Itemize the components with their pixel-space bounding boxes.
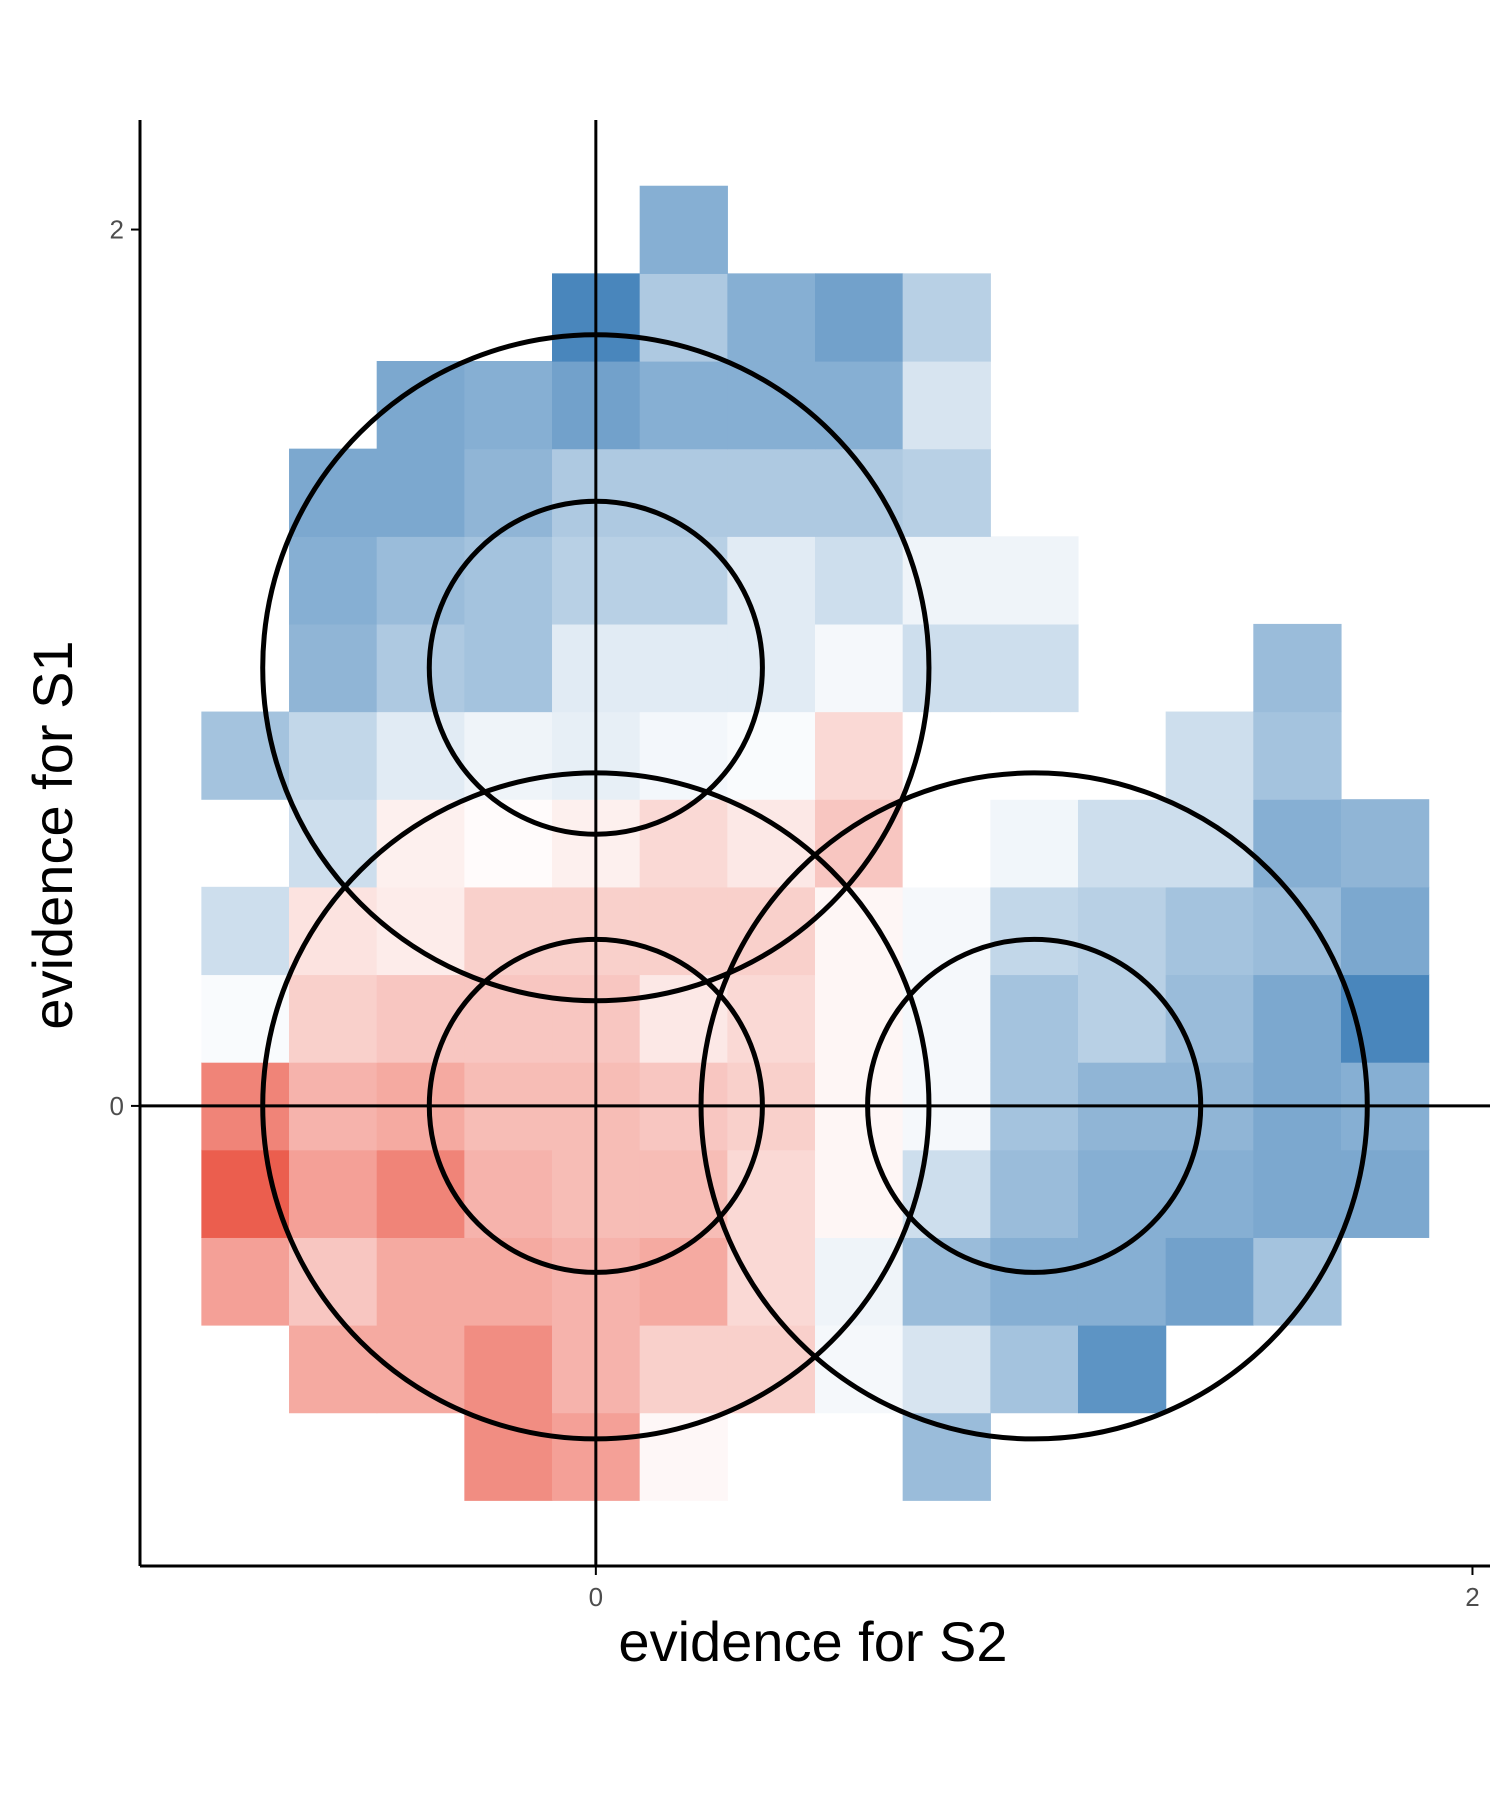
heatmap-cell	[990, 799, 1079, 888]
heatmap-cell	[1077, 1237, 1167, 1326]
heatmap-cell	[815, 536, 904, 625]
heatmap-cell	[464, 448, 553, 537]
heatmap-cell	[902, 799, 991, 888]
heatmap-cell	[289, 1325, 378, 1414]
heatmap-cell	[289, 1149, 378, 1238]
heatmap-cell	[376, 448, 465, 537]
heatmap-cell	[1340, 799, 1430, 888]
heatmap-cells	[201, 185, 1430, 1501]
heatmap-cell	[376, 623, 465, 713]
heatmap-cell	[289, 974, 378, 1063]
heatmap-cell	[464, 1325, 553, 1414]
heatmap-cell	[1165, 1237, 1254, 1326]
heatmap-cell	[815, 623, 904, 713]
heatmap-cell	[990, 536, 1079, 625]
heatmap-cell	[1165, 711, 1254, 800]
heatmap-cell	[1165, 886, 1254, 976]
heatmap-cell	[902, 623, 991, 713]
heatmap-cell	[464, 623, 553, 713]
heatmap-cell	[902, 886, 991, 976]
heatmap-cell	[1253, 799, 1342, 888]
heatmap-cell	[815, 711, 904, 800]
heatmap-cell	[639, 886, 728, 976]
heatmap-cell	[464, 1237, 553, 1326]
heatmap-cell	[376, 974, 465, 1063]
heatmap-cell	[990, 711, 1079, 800]
heatmap-cell	[1077, 1325, 1167, 1414]
heatmap-cell	[639, 1325, 728, 1414]
heatmap-cell	[289, 623, 378, 713]
heatmap-cell	[902, 1237, 991, 1326]
heatmap-cell	[727, 448, 816, 537]
heatmap-cell	[1340, 886, 1430, 976]
heatmap-cell	[464, 886, 553, 976]
y-tick-label: 2	[110, 215, 124, 245]
heatmap-cell	[639, 185, 728, 274]
heatmap-cell	[639, 799, 728, 888]
heatmap-cell	[639, 448, 728, 537]
heatmap-cell	[902, 361, 991, 450]
x-tick-label: 0	[589, 1582, 603, 1612]
heatmap-cell	[727, 711, 816, 800]
heatmap-cell	[1165, 974, 1254, 1063]
heatmap-cell	[990, 1237, 1079, 1326]
heatmap-cell	[727, 273, 816, 362]
heatmap-cell	[376, 711, 465, 800]
heatmap-cell	[902, 448, 991, 537]
heatmap-cell	[289, 711, 378, 800]
heatmap-cell	[376, 536, 465, 625]
x-tick-label: 2	[1465, 1582, 1479, 1612]
heatmap-cell	[815, 273, 904, 362]
heatmap-cell	[727, 1149, 816, 1238]
y-axis-title: evidence for S1	[21, 640, 84, 1029]
axes: 0 2 0 2	[110, 120, 1490, 1612]
heatmap-cell	[376, 1149, 465, 1238]
heatmap-cell	[639, 1237, 728, 1326]
heatmap-cell	[464, 799, 553, 888]
heatmap-cell	[201, 886, 290, 976]
heatmap-cell	[990, 1149, 1079, 1238]
heatmap-cell	[727, 536, 816, 625]
heatmap-cell	[1253, 623, 1342, 713]
heatmap-cell	[990, 1325, 1079, 1414]
heatmap-cell	[1077, 799, 1167, 888]
heatmap-cell	[1165, 1149, 1254, 1238]
heatmap-cell	[727, 974, 816, 1063]
heatmap-cell	[1253, 711, 1342, 800]
heatmap-cell	[815, 361, 904, 450]
heatmap-cell	[902, 1325, 991, 1414]
heatmap-cell	[639, 623, 728, 713]
heatmap-cell	[990, 623, 1079, 713]
heatmap-cell	[815, 974, 904, 1063]
heatmap-cell	[902, 273, 991, 362]
heatmap-cell	[289, 536, 378, 625]
heatmap-cell	[1253, 974, 1342, 1063]
heatmap-cell	[376, 1237, 465, 1326]
heatmap-cell	[1253, 1149, 1342, 1238]
y-tick-label: 0	[110, 1091, 124, 1121]
heatmap-cell	[990, 974, 1079, 1063]
heatmap-cell	[990, 886, 1079, 976]
heatmap-cell	[815, 1149, 904, 1238]
heatmap-cell	[639, 361, 728, 450]
x-axis-title: evidence for S2	[618, 1610, 1007, 1673]
heatmap-cell	[201, 1237, 290, 1326]
heatmap-cell	[464, 361, 553, 450]
heatmap-cell	[1077, 886, 1167, 976]
heatmap-cell	[727, 623, 816, 713]
